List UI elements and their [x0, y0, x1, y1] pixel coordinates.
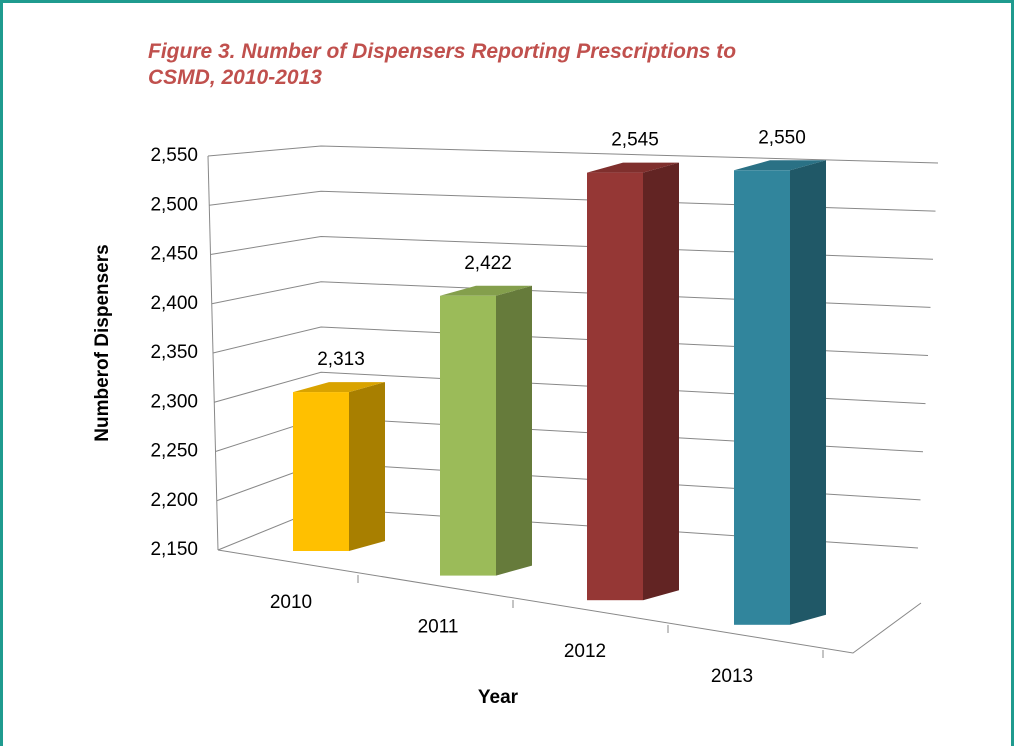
bar: [293, 392, 349, 551]
data-label: 2,550: [758, 127, 806, 148]
x-tick-label: 2012: [564, 641, 606, 662]
bar-top: [734, 160, 826, 171]
y-tick-label: 2,250: [150, 441, 198, 462]
bar-side: [349, 382, 385, 551]
data-label: 2,313: [317, 349, 365, 370]
y-tick-label: 2,500: [150, 194, 198, 215]
bar-top: [587, 162, 679, 173]
x-tick-label: 2011: [418, 617, 459, 638]
grid-line: [207, 145, 939, 164]
bar-side: [790, 160, 826, 625]
y-tick-label: 2,300: [150, 391, 198, 412]
data-label: 2,422: [464, 253, 512, 274]
y-tick-label: 2,450: [150, 244, 198, 265]
chart-title: Figure 3. Number of Dispensers Reporting…: [148, 40, 737, 89]
x-axis-label: Year: [478, 687, 519, 708]
grid-line: [211, 281, 931, 308]
y-tick-label: 2,550: [150, 145, 198, 166]
y-tick-label: 2,150: [150, 539, 198, 560]
bar: [734, 170, 790, 625]
y-axis-label: Numberof Dispensers: [92, 244, 113, 441]
grid-line: [210, 235, 934, 260]
bar-top: [440, 285, 532, 296]
floor-edge: [217, 549, 922, 654]
bar-top: [293, 382, 385, 393]
bar-side: [643, 162, 679, 601]
data-label: 2,545: [611, 130, 659, 151]
chart: Numberof Dispensers Year 2,150 2,200 2,250…: [92, 127, 939, 708]
bar: [440, 295, 496, 576]
grid-line: [209, 190, 936, 212]
y-tick-label: 2,400: [150, 293, 198, 314]
x-tick-label: 2010: [270, 592, 312, 613]
grid-line: [214, 371, 926, 405]
grid-line: [212, 326, 929, 356]
y-tick-label: 2,200: [150, 490, 198, 511]
y-tick-label: 2,350: [150, 342, 198, 363]
bar-side: [496, 285, 532, 576]
bar: [587, 172, 643, 601]
x-tick-label: 2013: [711, 666, 753, 687]
